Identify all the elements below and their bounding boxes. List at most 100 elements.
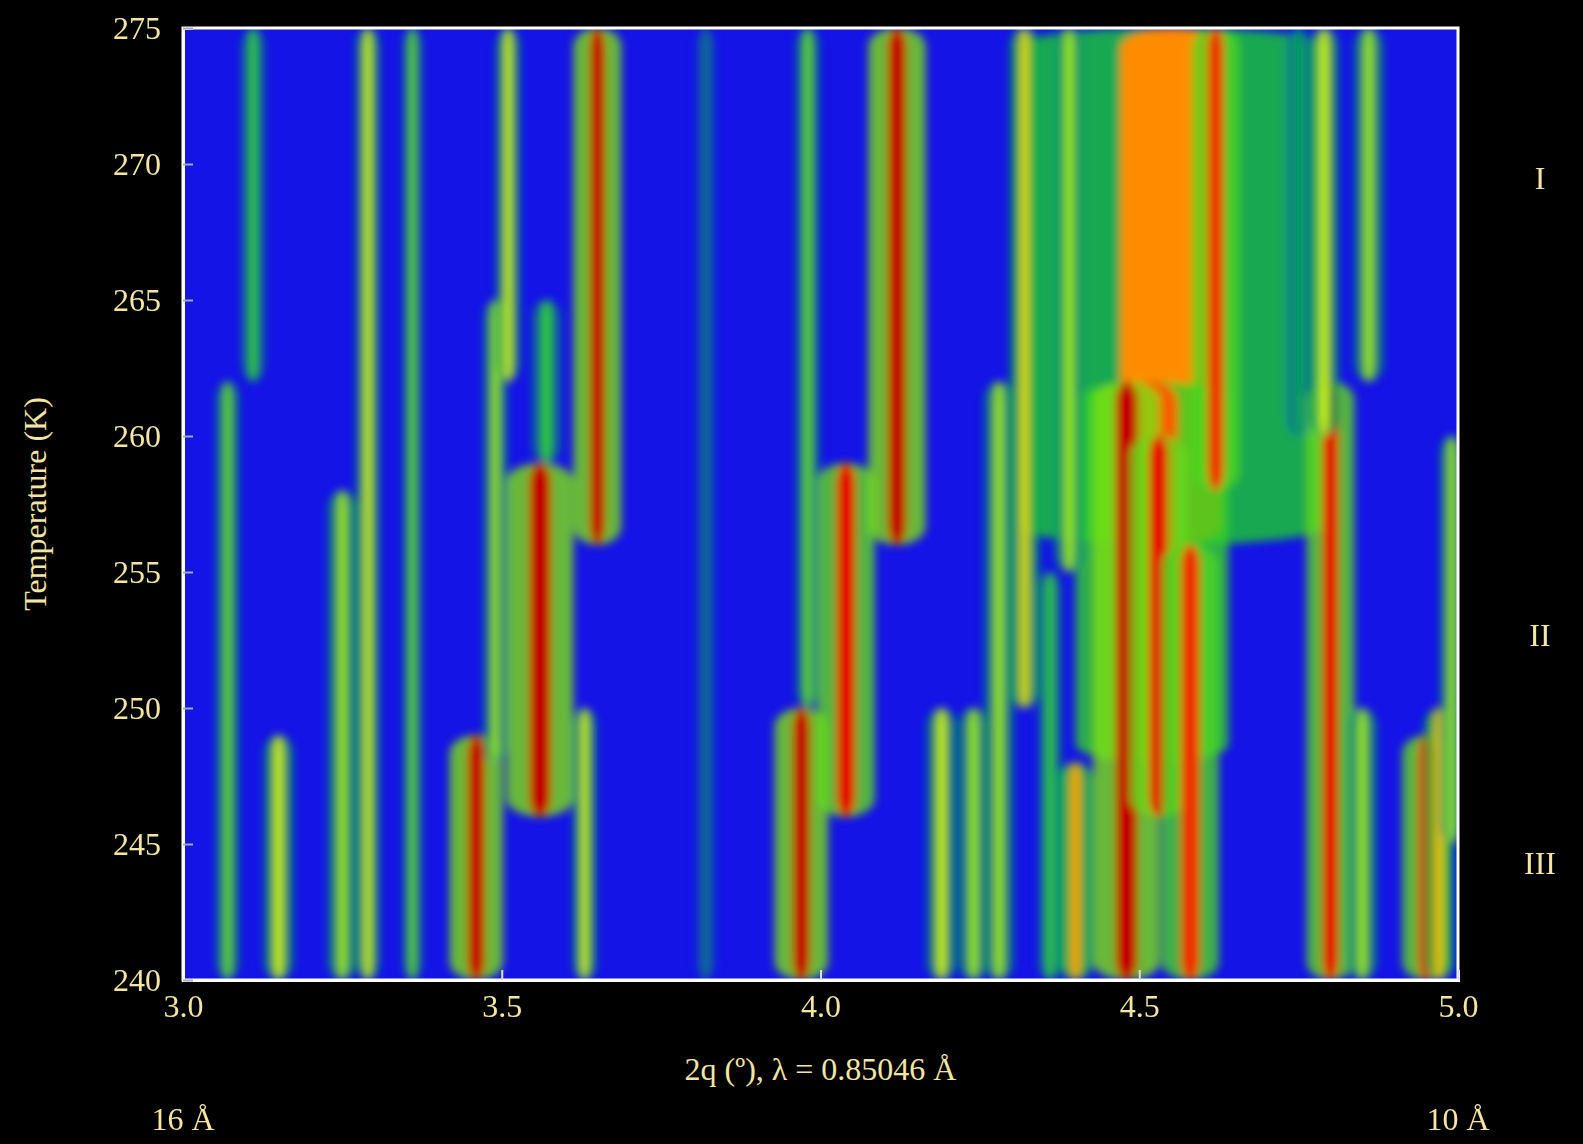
peak-halo: [356, 28, 379, 980]
y-axis-line: [184, 29, 194, 981]
peak-halo: [817, 463, 874, 817]
y-tick: 265: [113, 282, 193, 318]
x-tick: 4.5: [1120, 970, 1160, 1024]
y-tick-mark: [183, 708, 193, 710]
peak-halo: [985, 382, 1014, 980]
peak: [1358, 708, 1368, 980]
peak: [467, 735, 485, 980]
peak: [1064, 28, 1074, 572]
y-tick-mark: [183, 572, 193, 574]
peak-halo: [1192, 28, 1240, 490]
peaks: [216, 28, 1458, 980]
y-tick: 245: [113, 826, 193, 862]
x-axis-title: 2q (º), λ = 0.85046 Å: [685, 1051, 957, 1087]
peak: [937, 708, 947, 980]
marks: [216, 28, 1458, 980]
y-tick: 240: [113, 962, 193, 998]
peak-halo: [696, 28, 715, 980]
peak: [589, 28, 605, 545]
y-tick-label: 245: [113, 826, 161, 862]
peak: [1046, 572, 1054, 980]
d-spacing-label: 16 Å: [151, 1101, 214, 1137]
plot-frame: [183, 28, 1458, 980]
peak: [836, 463, 855, 817]
x-tick-mark: [501, 970, 503, 980]
y-tick-mark: [183, 980, 193, 982]
d-spacing-label: 10 Å: [1426, 1101, 1489, 1137]
x-tick: 5.0: [1439, 970, 1479, 1024]
peak: [542, 300, 552, 463]
peak-halo: [1287, 28, 1310, 436]
x-tick-mark: [1458, 970, 1460, 980]
peak-halo: [1010, 28, 1039, 708]
peak: [1448, 436, 1456, 844]
peak-halo: [449, 735, 503, 980]
y-tick-label: 240: [113, 962, 161, 998]
x-axis: 3.0 3.5 4.0 4.5 5.0: [164, 970, 1479, 1024]
peak-halo: [1310, 28, 1339, 436]
peak-halo: [927, 708, 956, 980]
peak-halo: [1348, 708, 1377, 980]
peak-halo: [216, 382, 239, 980]
y-tick-mark: [183, 28, 193, 30]
y-tick-mark: [183, 844, 193, 846]
y-tick: 275: [113, 10, 193, 46]
peak: [804, 28, 812, 708]
y-tick-label: 275: [113, 10, 161, 46]
plot: 3.0 3.5 4.0 4.5 5.0 240 245 250 255 260 265 270 275: [113, 10, 1479, 1024]
peak: [1181, 545, 1200, 980]
y-tick: 260: [113, 418, 193, 454]
peak: [224, 382, 232, 980]
peak: [1070, 762, 1081, 980]
peak: [274, 735, 284, 980]
x-tick-label: 3.0: [164, 988, 204, 1024]
y-tick: 270: [113, 146, 193, 182]
x-axis-line: [184, 970, 1459, 981]
peak-halo: [1354, 28, 1383, 382]
peak-halo: [1055, 28, 1084, 572]
y-tick-mark: [183, 164, 193, 166]
peak: [1295, 28, 1303, 436]
peak-halo: [1307, 382, 1355, 980]
x-tick-label: 5.0: [1439, 988, 1479, 1024]
peak-halo: [573, 28, 621, 545]
peak-halo: [328, 490, 357, 980]
peak: [1364, 28, 1374, 382]
peak: [504, 28, 512, 382]
phase-label: III: [1524, 845, 1556, 881]
x-tick-label: 4.5: [1120, 988, 1160, 1024]
peak-halo: [959, 708, 988, 980]
peak: [529, 463, 551, 817]
y-tick: 255: [113, 554, 193, 590]
x-tick: 4.0: [801, 970, 841, 1024]
y-tick-mark: [183, 300, 193, 302]
peak: [792, 708, 810, 980]
peak-halo: [1440, 436, 1458, 844]
phase-label: I: [1535, 160, 1546, 196]
peak-halo: [1039, 572, 1062, 980]
x-tick-label: 3.5: [482, 988, 522, 1024]
y-tick: 250: [113, 690, 193, 726]
peak: [364, 28, 372, 980]
peak-halo: [1058, 762, 1092, 980]
peak-halo: [403, 28, 422, 980]
plot-background: [183, 28, 1458, 980]
peak: [1208, 28, 1224, 490]
peak-halo: [532, 300, 561, 463]
peak-halo: [497, 28, 520, 382]
y-axis: 240 245 250 255 260 265 270 275: [113, 10, 193, 998]
peak-halo: [264, 735, 293, 980]
peak: [249, 28, 257, 382]
y-tick-label: 255: [113, 554, 161, 590]
peak: [409, 28, 415, 980]
x-tick-mark: [1139, 970, 1141, 980]
x-tick-mark: [820, 970, 822, 980]
x-tick-label: 4.0: [801, 988, 841, 1024]
peak-halo: [507, 463, 574, 817]
peak: [338, 490, 348, 980]
peak: [1323, 382, 1339, 980]
y-tick-label: 270: [113, 146, 161, 182]
peak-halo: [1162, 545, 1219, 980]
peak-halo: [573, 708, 596, 980]
chart: 3.03.54.04.55.02402452502552602652702752…: [0, 0, 1583, 1144]
